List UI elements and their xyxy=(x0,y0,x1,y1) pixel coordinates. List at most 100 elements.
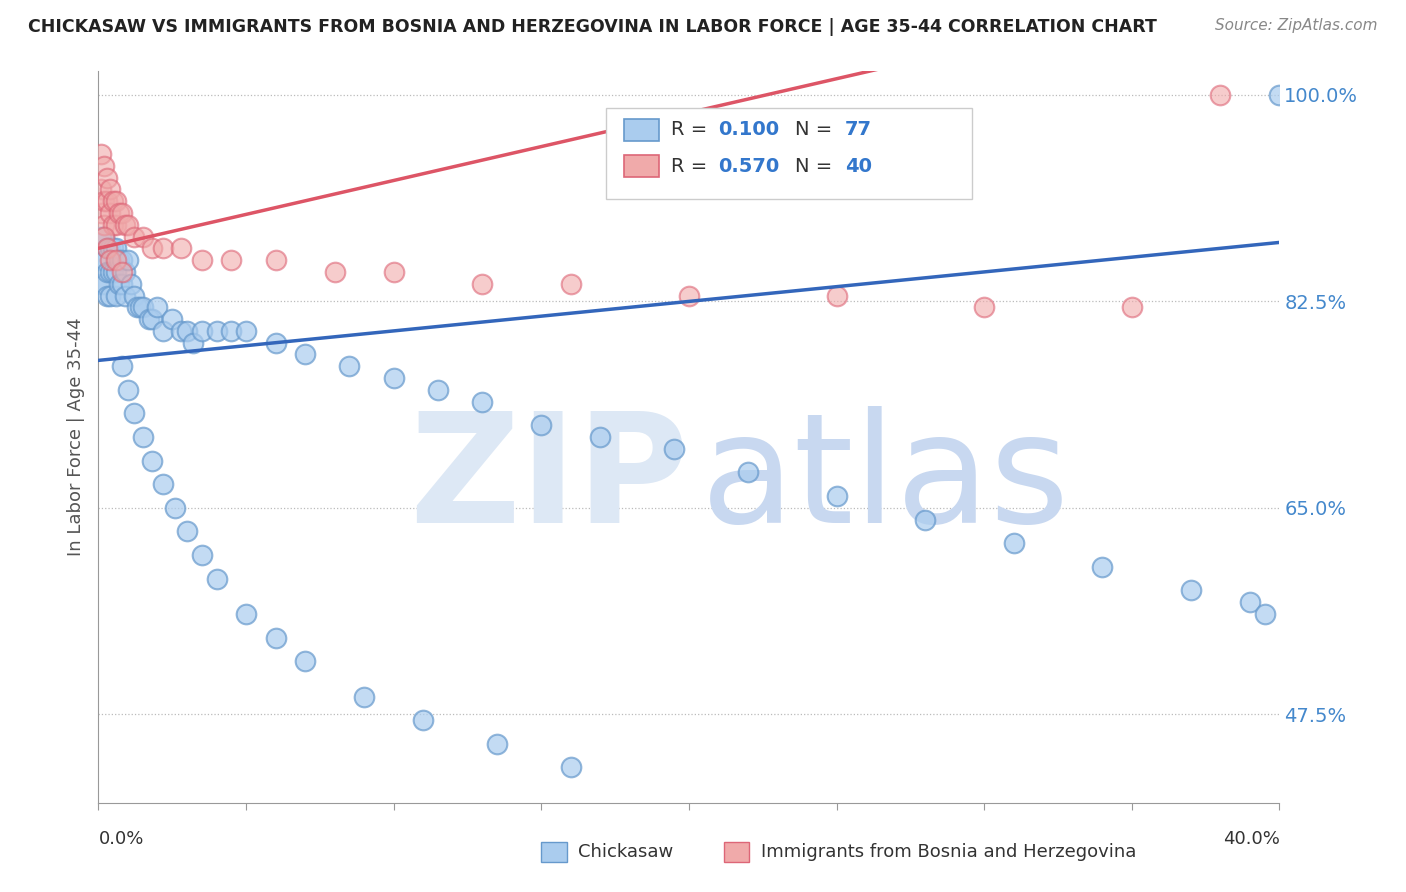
Text: 0.570: 0.570 xyxy=(718,157,780,176)
Point xyxy=(108,253,131,268)
Point xyxy=(1268,87,1291,102)
Point xyxy=(219,324,242,338)
Point xyxy=(93,218,115,232)
Point xyxy=(141,312,163,326)
Point xyxy=(165,500,187,515)
Text: 0.0%: 0.0% xyxy=(98,830,143,847)
FancyBboxPatch shape xyxy=(624,155,659,178)
Point xyxy=(93,277,115,291)
Point xyxy=(111,265,134,279)
Point xyxy=(93,194,115,208)
Point xyxy=(294,347,316,361)
Point xyxy=(96,241,118,255)
Point xyxy=(96,194,118,208)
Point xyxy=(1180,583,1202,598)
Point xyxy=(353,690,375,704)
Text: 40.0%: 40.0% xyxy=(1223,830,1279,847)
Point xyxy=(176,324,198,338)
Point xyxy=(294,654,316,668)
Text: Chickasaw: Chickasaw xyxy=(578,843,673,861)
Point xyxy=(1254,607,1277,621)
Point xyxy=(589,430,612,444)
Point xyxy=(191,324,214,338)
Point xyxy=(93,229,115,244)
Point xyxy=(486,737,509,751)
Point xyxy=(264,335,287,350)
Point xyxy=(114,218,136,232)
Point xyxy=(98,206,121,220)
Point xyxy=(235,324,257,338)
Point xyxy=(103,265,125,279)
Point xyxy=(560,277,582,291)
Point xyxy=(105,253,128,268)
Point xyxy=(98,265,121,279)
Point xyxy=(120,277,142,291)
Point xyxy=(90,147,112,161)
Point xyxy=(122,288,145,302)
Point xyxy=(111,206,134,220)
Point xyxy=(382,371,405,385)
Point xyxy=(98,288,121,302)
Point xyxy=(98,253,121,268)
Text: R =: R = xyxy=(671,120,714,139)
Point xyxy=(141,241,163,255)
Text: R =: R = xyxy=(671,157,714,176)
Point xyxy=(93,159,115,173)
Point xyxy=(105,218,128,232)
Point xyxy=(103,194,125,208)
Point xyxy=(825,489,848,503)
Point xyxy=(560,760,582,774)
Y-axis label: In Labor Force | Age 35-44: In Labor Force | Age 35-44 xyxy=(66,318,84,557)
Point xyxy=(96,288,118,302)
Point xyxy=(152,477,174,491)
Text: 0.100: 0.100 xyxy=(718,120,779,139)
Point xyxy=(170,241,193,255)
Point xyxy=(114,288,136,302)
Point xyxy=(90,253,112,268)
Point xyxy=(152,324,174,338)
Point xyxy=(128,301,150,315)
Point xyxy=(90,182,112,196)
Point xyxy=(103,218,125,232)
Point xyxy=(235,607,257,621)
Point xyxy=(219,253,242,268)
Point xyxy=(111,277,134,291)
Point xyxy=(132,229,155,244)
Point xyxy=(117,253,139,268)
Text: Source: ZipAtlas.com: Source: ZipAtlas.com xyxy=(1215,18,1378,33)
Point xyxy=(664,442,686,456)
Point xyxy=(530,418,553,433)
Point xyxy=(176,524,198,539)
Point xyxy=(181,335,204,350)
Point xyxy=(264,253,287,268)
Point xyxy=(98,241,121,255)
Point xyxy=(1002,536,1025,550)
Point xyxy=(111,253,134,268)
Text: 40: 40 xyxy=(845,157,872,176)
Point xyxy=(205,324,228,338)
Point xyxy=(105,241,128,255)
Point xyxy=(96,265,118,279)
Point xyxy=(914,513,936,527)
Text: N =: N = xyxy=(796,120,839,139)
Point xyxy=(105,288,128,302)
Point xyxy=(93,229,115,244)
Point xyxy=(98,182,121,196)
Point xyxy=(114,265,136,279)
Point xyxy=(90,229,112,244)
Point xyxy=(125,301,148,315)
Point xyxy=(973,301,995,315)
Text: CHICKASAW VS IMMIGRANTS FROM BOSNIA AND HERZEGOVINA IN LABOR FORCE | AGE 35-44 C: CHICKASAW VS IMMIGRANTS FROM BOSNIA AND … xyxy=(28,18,1157,36)
Point xyxy=(471,277,494,291)
Point xyxy=(90,206,112,220)
Point xyxy=(146,301,169,315)
Point xyxy=(96,170,118,185)
Point xyxy=(191,253,214,268)
FancyBboxPatch shape xyxy=(624,119,659,141)
Point xyxy=(264,631,287,645)
Point xyxy=(1209,87,1232,102)
Point xyxy=(90,277,112,291)
Point xyxy=(108,206,131,220)
Point xyxy=(191,548,214,562)
Point xyxy=(1239,595,1261,609)
